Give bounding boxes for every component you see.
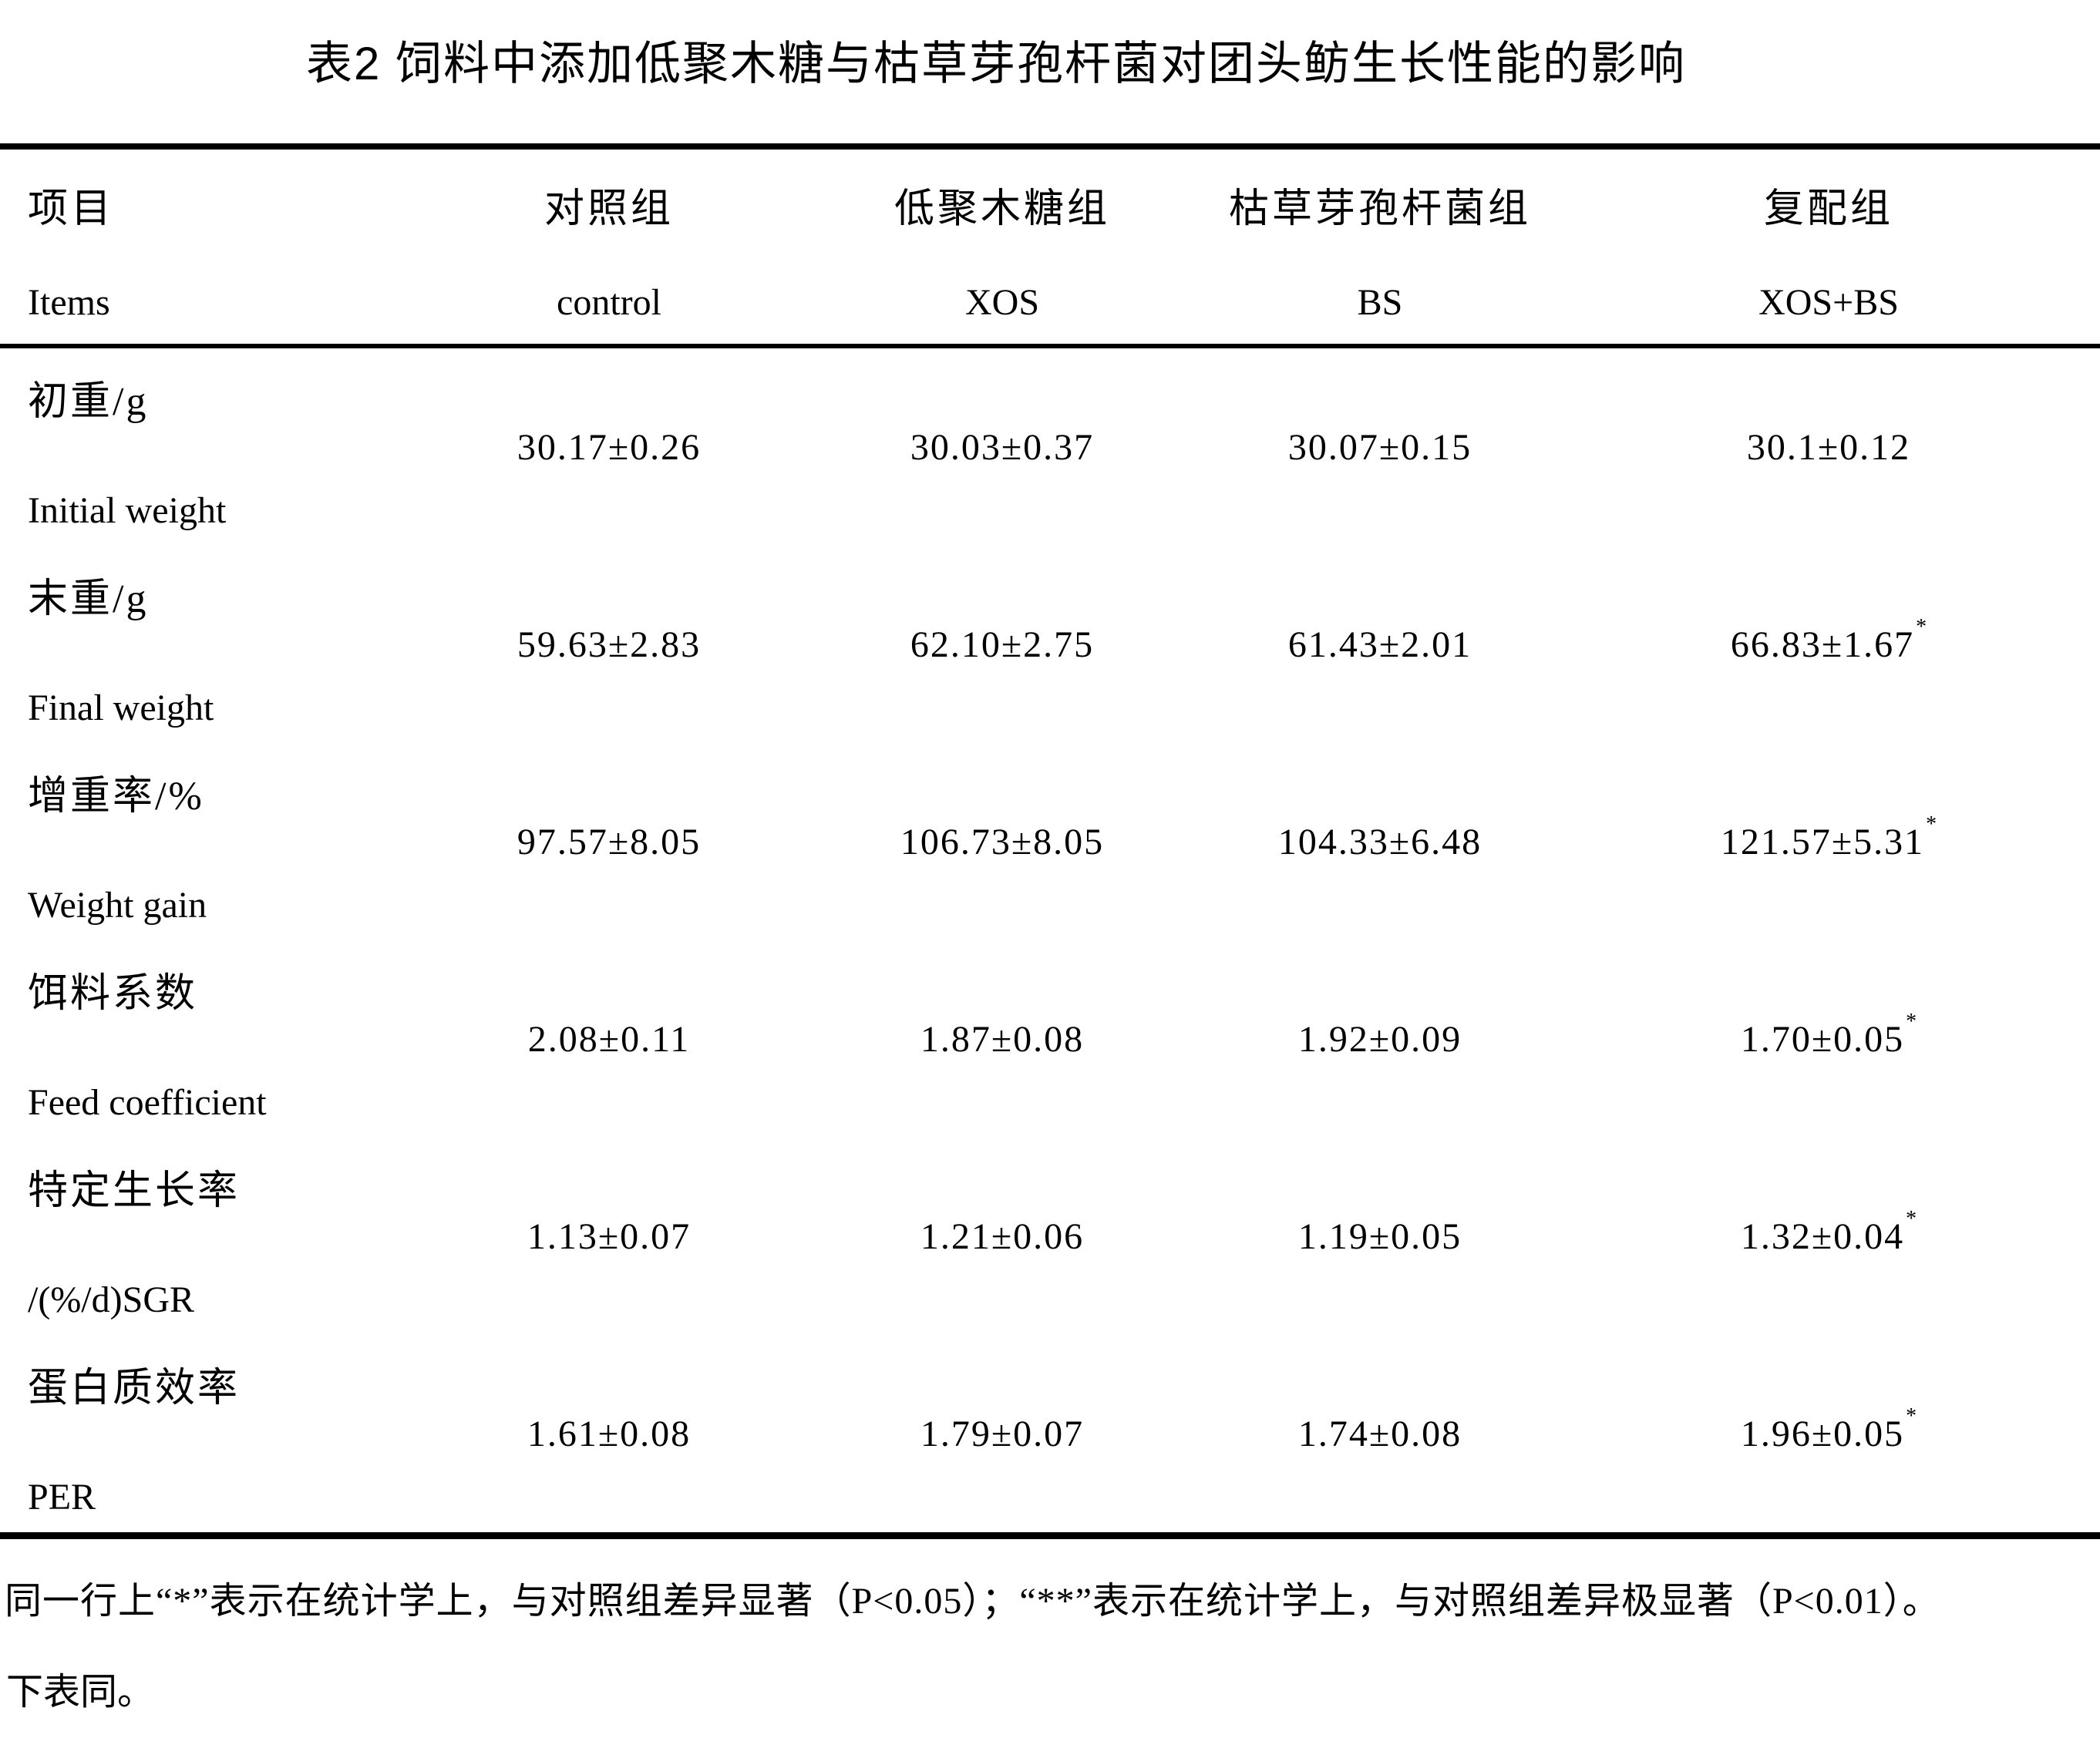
row-label-en: /(%/d)SGR bbox=[28, 1279, 194, 1320]
table-header-rule bbox=[0, 344, 2100, 348]
table-footnote: 同一行上“*”表示在统计学上，与对照组差异显著（P<0.05）；“**”表示在统… bbox=[5, 1581, 1940, 1622]
row-label-en: Final weight bbox=[28, 687, 214, 728]
cell-control: 1.13±0.07 bbox=[527, 1215, 692, 1257]
table-row-initial-weight: 初重/g Initial weight 30.17±0.26 30.03±0.3… bbox=[0, 348, 2100, 546]
row-label: 饵料系数 Feed coefficient bbox=[0, 940, 416, 1138]
row-label: 增重率/% Weight gain bbox=[0, 743, 416, 940]
cell-xos: 62.10±2.75 bbox=[910, 624, 1095, 665]
header-bs-en: BS bbox=[1357, 282, 1403, 323]
table-row-weight-gain: 增重率/% Weight gain 97.57±8.05 106.73±8.05… bbox=[0, 743, 2100, 940]
table-top-rule bbox=[0, 143, 2100, 150]
row-label-en: PER bbox=[28, 1477, 96, 1518]
cell-xos-bs: 66.83±1.67 * bbox=[1557, 546, 2100, 743]
cell-bs: 61.43±2.01 bbox=[1287, 624, 1472, 665]
header-control: 对照组 control bbox=[416, 176, 802, 324]
significance-asterisk: * bbox=[1926, 812, 1939, 836]
cell-bs: 104.33±6.48 bbox=[1277, 821, 1482, 862]
significance-asterisk: * bbox=[1906, 1010, 1919, 1034]
row-label-en: Initial weight bbox=[28, 490, 227, 531]
cell-xos-bs-value: 1.96±0.05 bbox=[1740, 1413, 1905, 1454]
table-row-final-weight: 末重/g Final weight 59.63±2.83 62.10±2.75 … bbox=[0, 546, 2100, 743]
header-xos-bs-zh: 复配组 bbox=[1763, 187, 1893, 231]
header-xos-bs: 复配组 XOS+BS bbox=[1557, 176, 2100, 324]
cell-xos: 1.79±0.07 bbox=[920, 1413, 1085, 1454]
cell-xos-bs: 30.1±0.12 bbox=[1557, 348, 2100, 546]
cell-xos: 106.73±8.05 bbox=[900, 821, 1105, 862]
header-items-zh: 项目 bbox=[28, 187, 115, 231]
row-label: 特定生长率 /(%/d)SGR bbox=[0, 1138, 416, 1335]
row-label-zh: 饵料系数 bbox=[28, 972, 198, 1016]
table-body: 初重/g Initial weight 30.17±0.26 30.03±0.3… bbox=[0, 348, 2100, 1532]
row-label-en: Feed coefficient bbox=[28, 1082, 267, 1123]
cell-xos-bs-value: 1.32±0.04 bbox=[1740, 1215, 1905, 1257]
row-label-zh: 增重率/% bbox=[28, 775, 204, 819]
table-title: 表2 饲料中添加低聚木糖与枯草芽孢杆菌对团头鲂生长性能的影响 bbox=[305, 38, 1687, 89]
row-label-en: Weight gain bbox=[28, 885, 207, 926]
cell-bs: 1.92±0.09 bbox=[1297, 1018, 1462, 1060]
header-control-en: control bbox=[557, 282, 661, 323]
cell-control: 30.17±0.26 bbox=[517, 426, 702, 468]
cell-xos-bs-value: 30.1±0.12 bbox=[1746, 426, 1911, 468]
significance-asterisk: * bbox=[1906, 1404, 1919, 1428]
row-label-zh: 蛋白质效率 bbox=[28, 1367, 241, 1410]
cell-xos-bs: 1.70±0.05 * bbox=[1557, 940, 2100, 1138]
header-control-zh: 对照组 bbox=[544, 187, 674, 231]
cell-bs: 30.07±0.15 bbox=[1287, 426, 1472, 468]
table-row-sgr: 特定生长率 /(%/d)SGR 1.13±0.07 1.21±0.06 1.19… bbox=[0, 1138, 2100, 1335]
cell-xos: 30.03±0.37 bbox=[910, 426, 1095, 468]
table-header-row: 项目 Items 对照组 control 低聚木糖组 XOS 枯草芽孢杆菌组 B… bbox=[0, 150, 2100, 344]
header-items-en: Items bbox=[28, 282, 110, 323]
header-xos-en: XOS bbox=[964, 282, 1040, 323]
header-xos-bs-en: XOS+BS bbox=[1758, 282, 1899, 323]
cell-xos: 1.87±0.08 bbox=[920, 1018, 1085, 1060]
header-items: 项目 Items bbox=[0, 176, 416, 324]
header-bs: 枯草芽孢杆菌组 BS bbox=[1203, 176, 1557, 324]
row-label-zh: 末重/g bbox=[28, 577, 149, 621]
cell-xos-bs-value: 121.57±5.31 bbox=[1720, 821, 1925, 862]
significance-asterisk: * bbox=[1906, 1207, 1919, 1231]
table-row-feed-coefficient: 饵料系数 Feed coefficient 2.08±0.11 1.87±0.0… bbox=[0, 940, 2100, 1138]
cell-bs: 1.74±0.08 bbox=[1297, 1413, 1462, 1454]
cell-xos: 1.21±0.06 bbox=[920, 1215, 1085, 1257]
row-label-zh: 特定生长率 bbox=[28, 1169, 241, 1213]
significance-asterisk: * bbox=[1916, 615, 1929, 639]
row-label-zh: 初重/g bbox=[28, 380, 149, 424]
row-label: 初重/g Initial weight bbox=[0, 348, 416, 546]
header-xos-zh: 低聚木糖组 bbox=[894, 187, 1110, 231]
cell-bs: 1.19±0.05 bbox=[1297, 1215, 1462, 1257]
header-bs-zh: 枯草芽孢杆菌组 bbox=[1228, 187, 1531, 231]
cell-control: 97.57±8.05 bbox=[517, 821, 702, 862]
cell-xos-bs: 1.32±0.04 * bbox=[1557, 1138, 2100, 1335]
cell-xos-bs: 121.57±5.31 * bbox=[1557, 743, 2100, 940]
cell-xos-bs: 1.96±0.05 * bbox=[1557, 1335, 2100, 1532]
row-label: 蛋白质效率 PER bbox=[0, 1335, 416, 1532]
cell-control: 59.63±2.83 bbox=[517, 624, 702, 665]
table-footnote-continued: 下表同。 bbox=[6, 1672, 155, 1713]
cell-xos-bs-value: 66.83±1.67 bbox=[1730, 624, 1915, 665]
table-bottom-rule bbox=[0, 1532, 2100, 1539]
cell-xos-bs-value: 1.70±0.05 bbox=[1740, 1018, 1905, 1060]
row-label: 末重/g Final weight bbox=[0, 546, 416, 743]
cell-control: 1.61±0.08 bbox=[527, 1413, 692, 1454]
table-row-per: 蛋白质效率 PER 1.61±0.08 1.79±0.07 1.74±0.08 … bbox=[0, 1335, 2100, 1532]
cell-control: 2.08±0.11 bbox=[527, 1018, 691, 1060]
header-xos: 低聚木糖组 XOS bbox=[802, 176, 1203, 324]
